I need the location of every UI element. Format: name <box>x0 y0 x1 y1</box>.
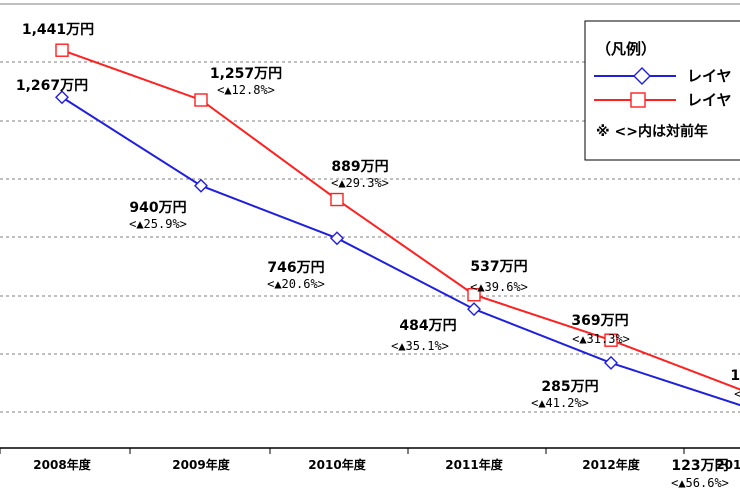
change-label: <▲56.6%> <box>671 476 729 490</box>
square-marker <box>55 43 69 57</box>
series-line <box>61 49 740 391</box>
change-label: <▲29.3%> <box>331 176 389 190</box>
data-label: 123万円 <box>671 458 728 474</box>
x-tick-label: 2009年度 <box>172 457 230 472</box>
change-label: <▲35.1%> <box>391 339 449 353</box>
data-label: 369万円 <box>571 313 628 329</box>
data-label: 180 <box>730 368 740 384</box>
data-label: 940万円 <box>129 200 186 216</box>
x-axis: 2008年度 2009年度 2010年度 2011年度 2012年度 2013年度 <box>0 447 740 472</box>
change-label: <▲39.6%> <box>470 280 528 294</box>
diamond-marker <box>467 302 481 317</box>
change-label: <▲25.9%> <box>129 217 187 231</box>
data-label: 1,257万円 <box>210 66 282 82</box>
x-tick-label: 2010年度 <box>308 457 366 472</box>
data-label: 746万円 <box>267 260 324 276</box>
legend-box <box>584 20 740 161</box>
legend-title: （凡例） <box>596 40 656 58</box>
x-tick-label: 2012年度 <box>582 457 640 472</box>
diamond-marker <box>55 90 69 105</box>
square-marker <box>467 288 481 302</box>
legend-diamond-marker <box>633 67 651 85</box>
square-marker <box>194 93 208 107</box>
data-label: 1,441万円 <box>22 22 94 38</box>
x-tick-label: 2011年度 <box>445 457 503 472</box>
data-labels: 1,267万円 940万円<▲25.9%> 746万円<▲20.6%> 484万円 <▲… <box>16 22 740 490</box>
data-label: 537万円 <box>470 259 527 275</box>
legend-label: レイヤ <box>687 67 732 85</box>
legend-square-marker <box>630 92 646 108</box>
series-line <box>61 96 740 407</box>
data-label: 484万円 <box>399 318 456 334</box>
data-label: 889万円 <box>331 159 388 175</box>
square-marker <box>330 192 344 207</box>
change-label: <▲20.6%> <box>267 277 325 291</box>
change-label: <▲31.3%> <box>572 332 630 346</box>
gridlines <box>0 3 740 413</box>
series-lines <box>55 43 740 407</box>
diamond-marker <box>194 178 208 193</box>
square-marker <box>604 333 618 347</box>
diamond-marker <box>604 355 618 370</box>
x-tick-label: 2008年度 <box>33 457 91 472</box>
x-tick-label: 2013年度 <box>716 457 740 472</box>
data-label: 285万円 <box>541 379 598 395</box>
change-label: <▲41.2%> <box>531 396 589 410</box>
change-label: <▲5 <box>734 387 740 401</box>
legend-label: レイヤ <box>687 91 732 109</box>
diamond-marker <box>330 231 344 246</box>
change-label: <▲12.8%> <box>217 83 275 97</box>
legend-note: ※ <>内は対前年 <box>596 123 708 140</box>
data-label: 1,267万円 <box>16 78 88 94</box>
